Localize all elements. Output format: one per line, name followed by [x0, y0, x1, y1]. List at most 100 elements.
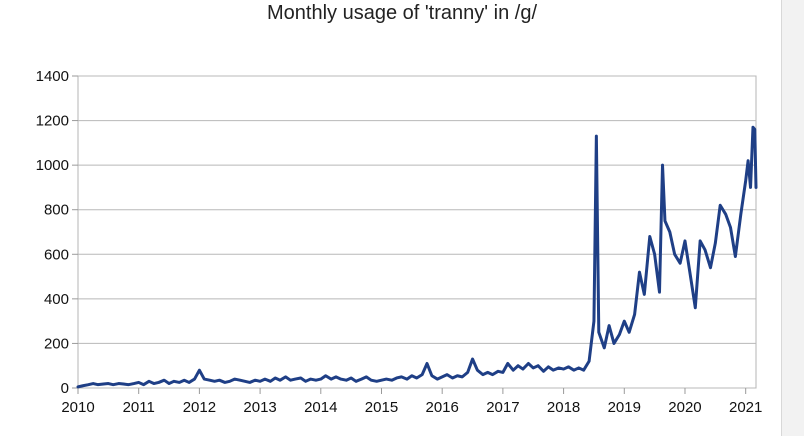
- data-point: [183, 379, 186, 382]
- data-point: [279, 379, 281, 382]
- data-point: [284, 376, 287, 378]
- data-point: [709, 266, 712, 269]
- data-point: [97, 383, 99, 386]
- data-point: [193, 378, 196, 380]
- y-tick-label: 800: [44, 202, 69, 219]
- data-point: [582, 369, 585, 371]
- data-point: [309, 378, 312, 380]
- data-point: [752, 126, 754, 129]
- x-tick-label: 2016: [426, 399, 459, 416]
- data-point: [506, 362, 509, 365]
- data-point: [661, 164, 664, 166]
- data-point: [714, 242, 717, 244]
- data-point: [532, 367, 535, 369]
- data-point: [461, 376, 464, 378]
- data-point: [218, 379, 221, 382]
- data-point: [269, 380, 272, 383]
- data-point: [163, 379, 165, 382]
- data-point: [122, 383, 125, 385]
- data-point: [370, 379, 372, 382]
- series-line: [76, 125, 758, 389]
- data-point: [482, 373, 484, 376]
- data-point: [213, 380, 216, 383]
- data-point: [411, 374, 413, 377]
- data-point: [87, 383, 90, 386]
- data-point: [421, 373, 423, 376]
- data-point: [102, 383, 105, 385]
- data-point: [315, 379, 317, 382]
- data-point: [446, 373, 448, 376]
- data-point: [415, 377, 418, 379]
- x-tick-label: 2012: [183, 399, 216, 416]
- data-point: [168, 382, 170, 385]
- data-point: [299, 377, 302, 379]
- data-point: [547, 366, 550, 368]
- data-point: [724, 213, 727, 215]
- data-point: [365, 376, 368, 378]
- data-point: [744, 179, 747, 182]
- data-point: [233, 378, 236, 380]
- data-point: [82, 384, 84, 387]
- data-point: [456, 374, 459, 377]
- data-point: [669, 231, 671, 233]
- data-point: [248, 381, 251, 384]
- data-point: [188, 381, 190, 384]
- y-tick-label: 1200: [36, 113, 69, 130]
- data-point: [471, 358, 474, 360]
- data-point: [608, 324, 610, 327]
- data-point: [694, 306, 697, 309]
- data-point: [127, 383, 130, 386]
- data-point: [679, 262, 681, 265]
- data-point: [486, 371, 489, 374]
- data-point: [562, 368, 565, 370]
- data-point: [618, 333, 621, 336]
- data-point: [638, 271, 641, 273]
- data-point: [593, 320, 595, 322]
- y-tick-label: 400: [44, 291, 69, 308]
- data-point: [426, 362, 428, 365]
- plot-area: [77, 75, 757, 389]
- data-point: [239, 379, 241, 382]
- data-point: [431, 374, 433, 377]
- data-point: [664, 220, 666, 222]
- data-point: [441, 376, 443, 378]
- data-point: [497, 370, 499, 373]
- x-tick-label: 2018: [547, 399, 580, 416]
- data-point: [628, 331, 630, 334]
- data-point: [699, 240, 701, 242]
- data-point: [502, 371, 504, 374]
- data-point: [228, 380, 231, 383]
- x-tick-label: 2020: [668, 399, 701, 416]
- data-point: [542, 370, 545, 373]
- data-point: [689, 271, 691, 273]
- data-point: [254, 379, 257, 382]
- data-point: [178, 381, 181, 384]
- data-point: [224, 381, 226, 384]
- data-point: [451, 377, 454, 379]
- data-point: [203, 378, 206, 380]
- data-point: [557, 367, 560, 369]
- data-point: [491, 373, 494, 376]
- data-point: [355, 380, 357, 383]
- data-point: [673, 253, 676, 256]
- data-point: [597, 331, 600, 334]
- y-tick-label: 200: [44, 335, 69, 352]
- data-point: [729, 226, 732, 229]
- x-tick-label: 2014: [304, 399, 337, 416]
- data-point: [319, 378, 322, 380]
- data-point: [157, 381, 160, 384]
- data-point: [400, 376, 403, 378]
- data-point: [294, 378, 297, 380]
- data-point: [436, 378, 439, 380]
- data-point: [330, 378, 332, 380]
- data-point: [137, 381, 140, 384]
- data-point: [244, 380, 246, 383]
- data-point: [92, 382, 94, 385]
- data-point: [77, 386, 79, 388]
- y-tick-label: 0: [61, 380, 69, 397]
- data-point: [653, 253, 656, 256]
- data-point: [658, 291, 661, 293]
- data-point: [753, 128, 756, 131]
- data-point: [375, 380, 378, 383]
- x-tick-label: 2010: [61, 399, 94, 416]
